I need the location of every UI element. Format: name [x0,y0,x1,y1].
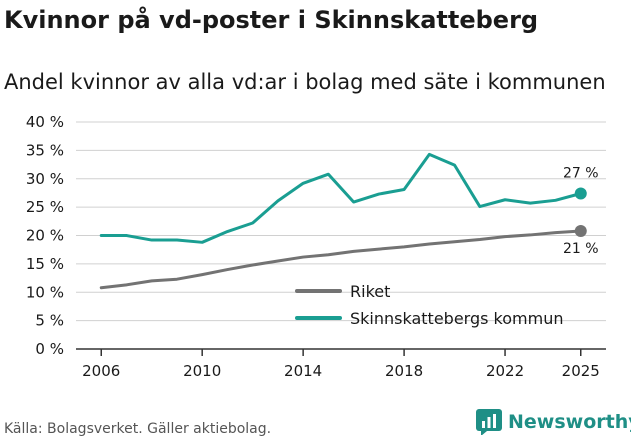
y-tick-label: 20 % [26,227,64,245]
x-tick-label: 2018 [385,362,423,380]
newsworthy-logo-icon [476,409,502,435]
end-point-riket [574,224,587,237]
y-tick-label: 35 % [26,141,64,159]
x-tick-label: 2006 [82,362,120,380]
chart-subtitle: Andel kvinnor av alla vd:ar i bolag med … [4,70,606,94]
y-tick-label: 25 % [26,198,64,216]
x-tick-label: 2010 [183,362,221,380]
y-tick-label: 40 % [26,113,64,131]
brand-logo: Newsworthy [476,409,631,435]
x-tick-label: 2025 [562,362,600,380]
legend-label-riket: Riket [350,282,390,301]
source-note: Källa: Bolagsverket. Gäller aktiebolag. [4,421,272,437]
brand-name: Newsworthy [508,411,631,433]
x-tick-label: 2014 [284,362,322,380]
x-tick-label: 2022 [486,362,524,380]
y-tick-label: 30 % [26,170,64,188]
y-tick-label: 10 % [26,283,64,301]
series: 21 % 27 % [99,152,599,290]
legend: Riket Skinnskattebergs kommun [295,282,563,328]
series-line-riket [99,229,583,290]
axes: 0 % 5 % 10 % 15 % 20 % 25 % 30 % 35 % 40 % 2006 20… [26,113,606,380]
end-label-kommun: 27 % [563,166,599,182]
chart-title: Kvinnor på vd-poster i Skinnskatteberg [4,6,539,34]
end-point-kommun [574,187,587,200]
end-label-riket: 21 % [563,241,599,257]
series-line-kommun [99,152,583,244]
y-tick-label: 5 % [35,312,64,330]
y-tick-label: 15 % [26,255,64,273]
y-tick-label: 0 % [35,340,64,358]
legend-label-kommun: Skinnskattebergs kommun [350,309,563,328]
